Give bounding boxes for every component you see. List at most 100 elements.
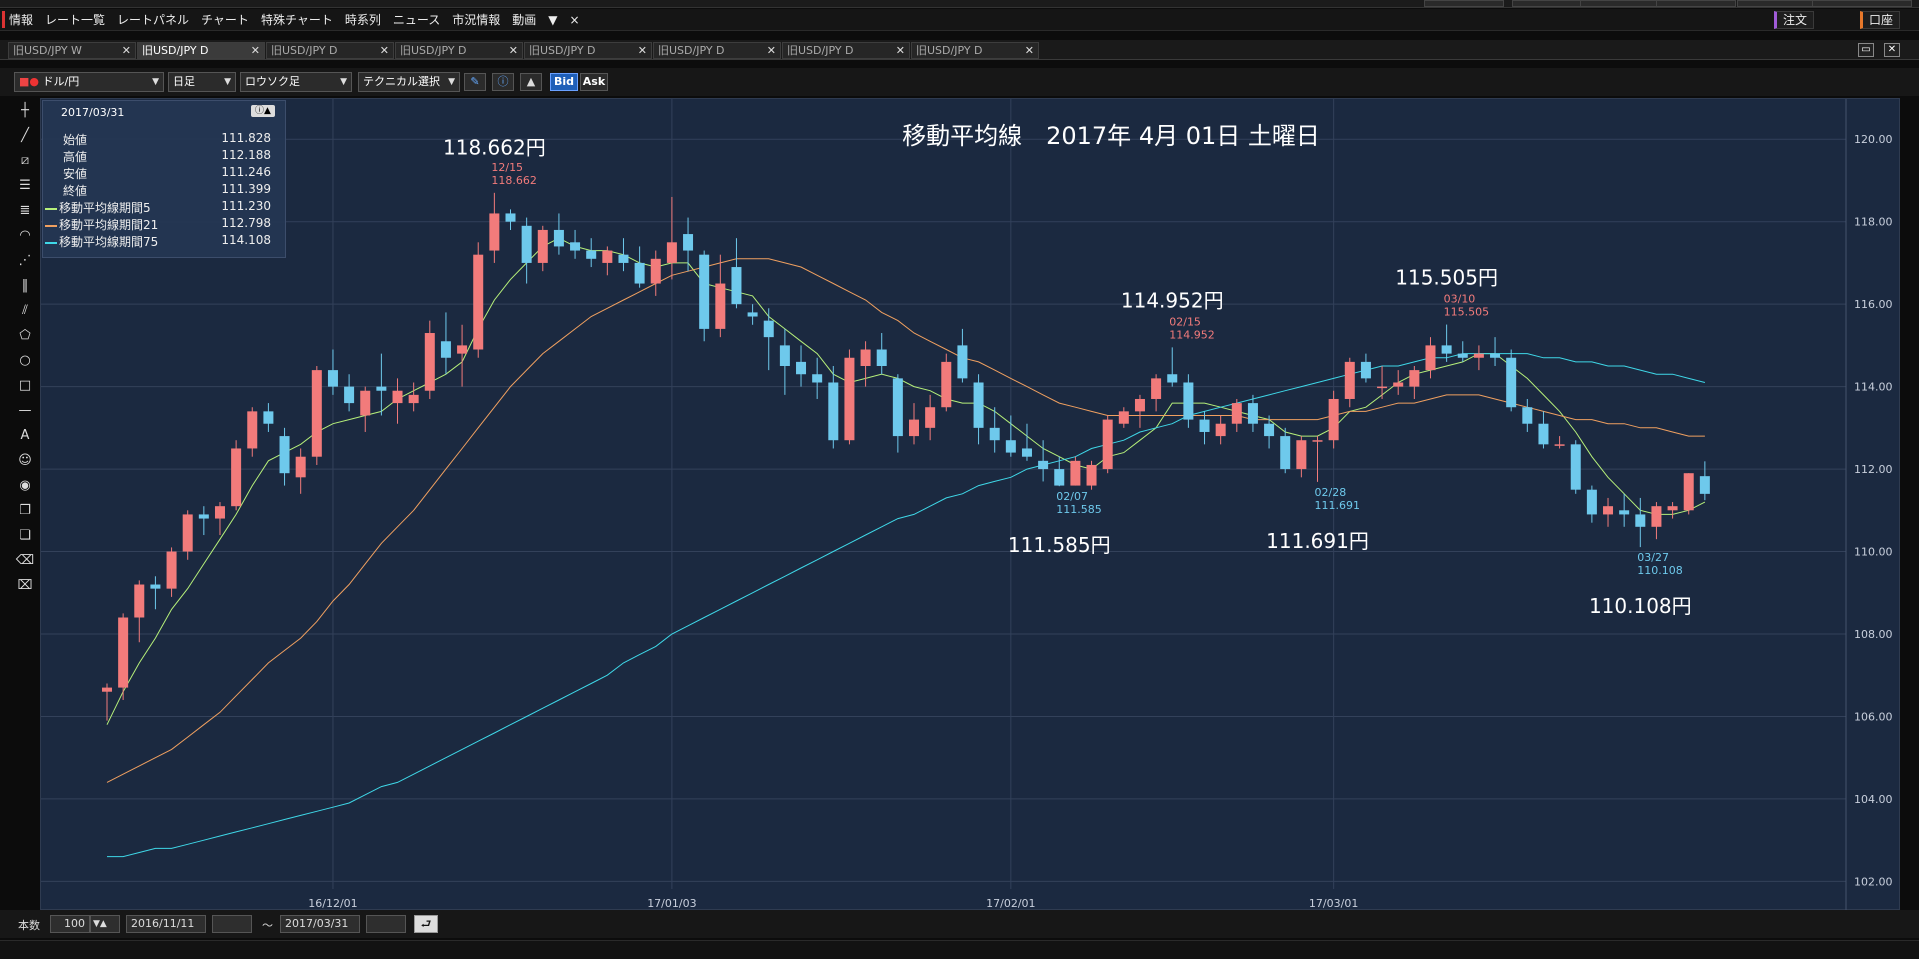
trendline-icon[interactable]: ╱ xyxy=(21,128,29,143)
to-time-input[interactable] xyxy=(366,915,406,933)
info-value: 111.246 xyxy=(221,165,271,179)
currency-pair-select[interactable]: ■● ドル/円 ▼ xyxy=(14,72,164,92)
menu-video[interactable]: 動画 xyxy=(512,13,537,27)
eraser-icon[interactable]: ⌫ xyxy=(15,553,35,568)
text-icon[interactable]: A xyxy=(20,428,30,443)
candle-body xyxy=(763,320,774,338)
page-button[interactable] xyxy=(1580,0,1660,7)
menu-chart[interactable]: チャート xyxy=(201,13,249,27)
rate-update-button[interactable] xyxy=(1424,0,1504,7)
pentagon-icon[interactable]: ⬠ xyxy=(19,328,31,343)
paste-icon[interactable]: ❏ xyxy=(19,528,31,543)
x-tick-label: 17/01/03 xyxy=(647,897,696,910)
info-icon[interactable]: ⓘ xyxy=(492,73,514,91)
paint-icon[interactable]: ◉ xyxy=(19,478,31,493)
menu-market-info[interactable]: 市況情報 xyxy=(452,13,501,27)
edit-mode-button[interactable] xyxy=(1737,0,1817,7)
candle-body xyxy=(1231,403,1242,424)
mountain-chart-icon[interactable]: ▲ xyxy=(520,73,542,91)
candle-body xyxy=(941,361,952,408)
tab-chart-7[interactable]: 旧USD/JPY D ✕ xyxy=(782,42,910,59)
tab-close-icon[interactable]: ✕ xyxy=(766,44,776,57)
menu-info[interactable]: 情報 xyxy=(2,11,39,28)
chart-area[interactable]: 102.00 104.00 106.00 108.00 110.00 112.00 114.… xyxy=(40,98,1901,911)
chart-toolbar: ■● ドル/円 ▼ 日足 ▼ ロウソク足 ▼ テクニカル選択 ▼ ✎ ⓘ ▲ B… xyxy=(0,68,1919,96)
window-close-icon[interactable]: ✕ xyxy=(1884,43,1900,57)
to-date-input[interactable]: 2017/03/31 xyxy=(280,915,360,933)
horizontal-lines-icon[interactable]: ☰ xyxy=(19,178,31,193)
candle-body xyxy=(1360,361,1371,379)
order-button[interactable]: 注文 xyxy=(1774,11,1815,29)
crosshair-icon[interactable]: ┼ xyxy=(21,103,29,118)
menu-special-chart[interactable]: 特殊チャート xyxy=(260,13,333,27)
tab-close-icon[interactable]: ✕ xyxy=(1024,44,1034,57)
channel-icon[interactable]: ≣ xyxy=(19,203,31,218)
candle-body xyxy=(1312,440,1323,442)
fan-icon[interactable]: ⋰ xyxy=(18,253,32,268)
info-panel-toggle-icon[interactable]: ⓘ▲ xyxy=(251,105,275,117)
candle-body xyxy=(198,514,209,519)
tab-chart-6[interactable]: 旧USD/JPY D ✕ xyxy=(653,42,781,59)
menu-close-icon[interactable]: × xyxy=(569,12,580,27)
maximize-icon[interactable]: ▭ xyxy=(1858,43,1874,57)
bar-count-stepper[interactable]: ▼▲ xyxy=(90,915,120,933)
candle-body xyxy=(1247,403,1258,424)
candle-body xyxy=(473,254,484,350)
line-icon[interactable]: — xyxy=(18,403,32,418)
circle-icon[interactable]: ○ xyxy=(19,353,31,368)
chart-type-select[interactable]: ロウソク足 ▼ xyxy=(240,72,352,92)
template-button[interactable] xyxy=(1656,0,1736,7)
candle-body xyxy=(1021,448,1032,457)
apply-return-icon[interactable]: ⮐ xyxy=(414,915,438,933)
tab-chart-5[interactable]: 旧USD/JPY D ✕ xyxy=(524,42,652,59)
tab-close-icon[interactable]: ✕ xyxy=(121,44,131,57)
timeframe-select[interactable]: 日足 ▼ xyxy=(168,72,236,92)
candle-body xyxy=(1118,411,1129,424)
account-button[interactable]: 口座 xyxy=(1860,11,1901,29)
menu-rate-list[interactable]: レート一覧 xyxy=(45,13,106,27)
candlestick-chart[interactable]: 102.00 104.00 106.00 108.00 110.00 112.00 114.… xyxy=(41,99,1901,911)
tab-close-icon[interactable]: ✕ xyxy=(379,44,389,57)
tab-chart-4[interactable]: 旧USD/JPY D ✕ xyxy=(395,42,523,59)
menu-time-series[interactable]: 時系列 xyxy=(344,13,381,27)
ask-toggle[interactable]: Ask xyxy=(580,73,608,91)
bar-count-input[interactable]: 100 xyxy=(50,915,90,933)
tab-chart-1[interactable]: 旧USD/JPY W ✕ xyxy=(8,42,136,59)
from-time-input[interactable] xyxy=(212,915,252,933)
tab-chart-2[interactable]: 旧USD/JPY D ✕ xyxy=(137,42,265,59)
from-date-input[interactable]: 2016/11/11 xyxy=(126,915,206,933)
tab-chart-3[interactable]: 旧USD/JPY D ✕ xyxy=(266,42,394,59)
technical-select[interactable]: テクニカル選択 ▼ xyxy=(358,72,460,92)
tab-close-icon[interactable]: ✕ xyxy=(637,44,647,57)
bid-toggle[interactable]: Bid xyxy=(550,73,578,91)
copy-icon[interactable]: ❐ xyxy=(19,503,31,518)
menu-dropdown-icon[interactable]: ▼ xyxy=(548,12,558,27)
info-row-high: 高値 112.188 xyxy=(63,148,279,165)
rectangle-icon[interactable]: □ xyxy=(18,378,32,393)
pen-tool-icon[interactable]: ✎ xyxy=(464,73,486,91)
tab-label: 旧USD/JPY D xyxy=(787,44,854,57)
menu-rate-panel[interactable]: レートパネル xyxy=(117,13,190,27)
candle-body xyxy=(731,267,742,305)
candle-body xyxy=(1570,444,1581,490)
tab-close-icon[interactable]: ✕ xyxy=(508,44,518,57)
candle-body xyxy=(440,341,451,358)
candle-body xyxy=(1280,436,1291,470)
eraser-all-icon[interactable]: ⌧ xyxy=(17,578,33,593)
stamp-icon[interactable]: ☺ xyxy=(18,453,32,468)
info-row-ma21: 移動平均線期間21 112.798 xyxy=(45,216,279,233)
bar-count-label: 本数 xyxy=(18,919,40,932)
vertical-lines-icon[interactable]: ‖ xyxy=(21,278,29,293)
tab-close-icon[interactable]: ✕ xyxy=(895,44,905,57)
menu-news[interactable]: ニュース xyxy=(392,13,441,27)
technical-value: テクニカル選択 xyxy=(363,75,440,88)
ruler-icon[interactable]: ⧄ xyxy=(20,153,30,168)
display-settings-button[interactable] xyxy=(1812,0,1912,7)
range-tilde: 〜 xyxy=(262,919,273,932)
drawing-toolbar: ┼ ╱ ⧄ ☰ ≣ ◠ ⋰ ‖ ⫽ ⬠ ○ □ — A ☺ ◉ ❐ ❏ ⌫ ⌧ xyxy=(12,100,38,600)
pitchfork-icon[interactable]: ⫽ xyxy=(22,303,28,318)
tab-close-icon[interactable]: ✕ xyxy=(250,44,260,57)
low-date-label: 02/07 xyxy=(1056,490,1088,503)
tab-chart-8[interactable]: 旧USD/JPY D ✕ xyxy=(911,42,1039,59)
fibonacci-arc-icon[interactable]: ◠ xyxy=(19,228,31,243)
